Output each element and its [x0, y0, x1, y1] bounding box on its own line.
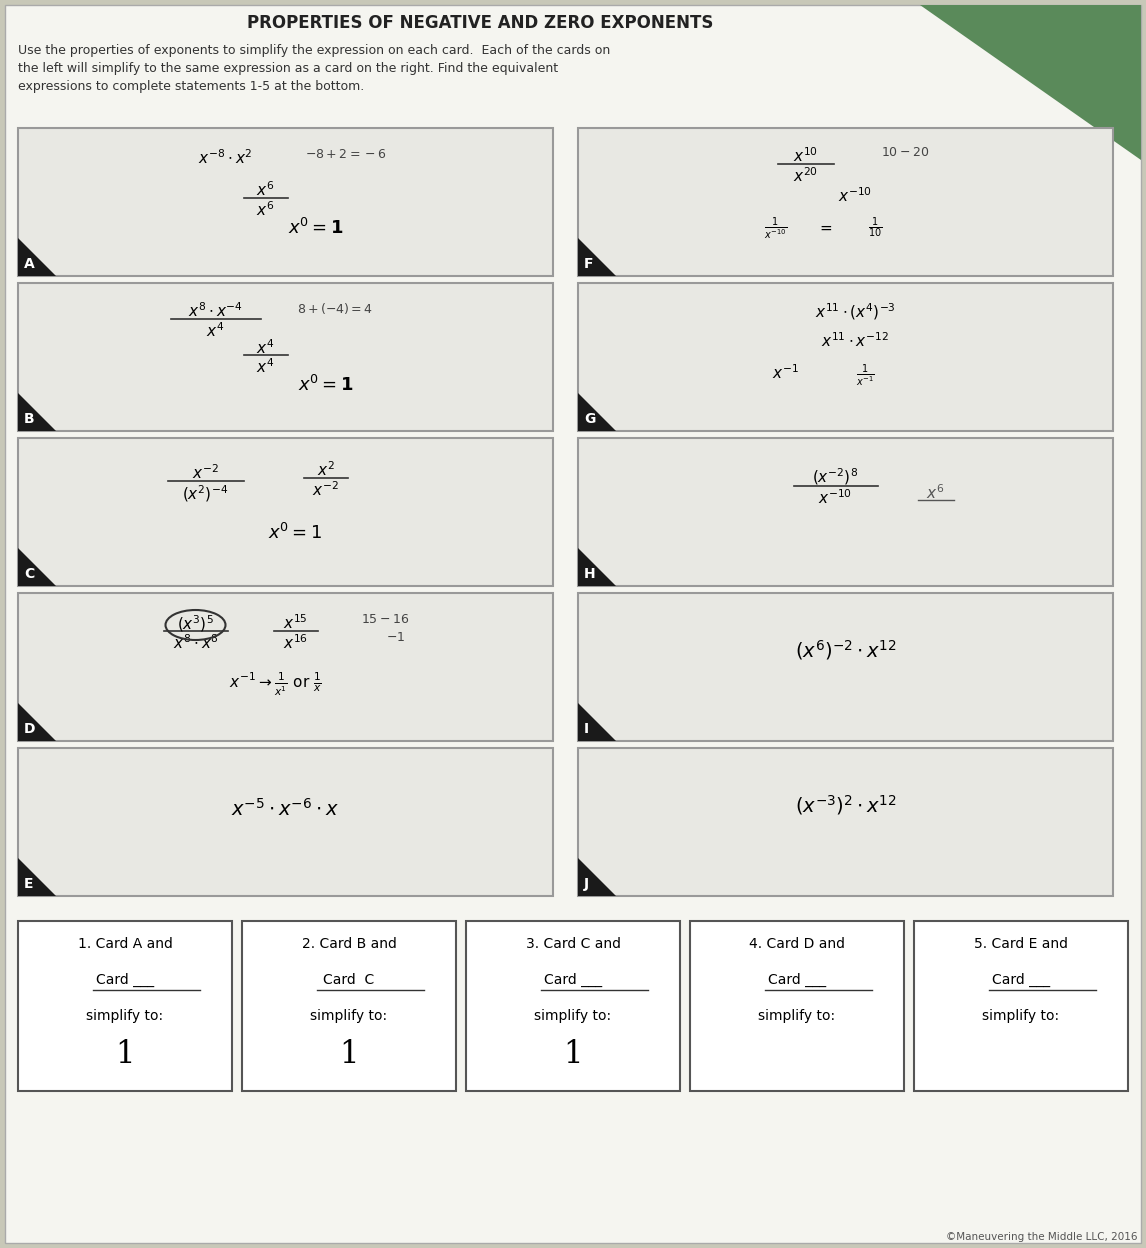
Text: $x^{-1}$: $x^{-1}$	[772, 363, 799, 382]
FancyBboxPatch shape	[5, 5, 1141, 1243]
Text: 1: 1	[563, 1040, 583, 1070]
Text: 4. Card D and: 4. Card D and	[749, 937, 845, 951]
Text: $x^{8} \cdot x^{8}$: $x^{8} \cdot x^{8}$	[173, 633, 219, 651]
Text: $x^{6}$: $x^{6}$	[257, 180, 275, 198]
Text: D: D	[24, 723, 36, 736]
FancyBboxPatch shape	[18, 129, 554, 276]
Text: 5. Card E and: 5. Card E and	[974, 937, 1068, 951]
Text: $15-16$: $15-16$	[361, 613, 409, 626]
Text: simplify to:: simplify to:	[311, 1008, 387, 1023]
Polygon shape	[578, 393, 617, 431]
Text: G: G	[584, 412, 596, 426]
Text: $x^{6}$: $x^{6}$	[926, 483, 944, 502]
FancyBboxPatch shape	[466, 921, 680, 1091]
Text: $\frac{1}{x^{-1}}$: $\frac{1}{x^{-1}}$	[856, 363, 874, 389]
Text: 2. Card B and: 2. Card B and	[301, 937, 397, 951]
Text: PROPERTIES OF NEGATIVE AND ZERO EXPONENTS: PROPERTIES OF NEGATIVE AND ZERO EXPONENT…	[246, 14, 713, 32]
Polygon shape	[578, 238, 617, 276]
FancyBboxPatch shape	[578, 748, 1113, 896]
Text: $x^{4}$: $x^{4}$	[257, 338, 275, 357]
Text: Use the properties of exponents to simplify the expression on each card.  Each o: Use the properties of exponents to simpl…	[18, 44, 611, 94]
Text: $x^{0} = 1$: $x^{0} = 1$	[268, 523, 323, 543]
Text: $8+(-4)=4$: $8+(-4)=4$	[298, 301, 374, 316]
Text: $x^{-1} \rightarrow \frac{1}{x^{1}}$ or $\frac{1}{x}$: $x^{-1} \rightarrow \frac{1}{x^{1}}$ or …	[229, 671, 322, 699]
Text: 1: 1	[339, 1040, 359, 1070]
Text: $x^{6}$: $x^{6}$	[257, 200, 275, 218]
Text: $\frac{1}{10}$: $\frac{1}{10}$	[869, 216, 882, 241]
Text: $x^{-2}$: $x^{-2}$	[312, 480, 339, 499]
Text: $10-20$: $10-20$	[881, 146, 929, 158]
Text: $x^{0} = \mathbf{1}$: $x^{0} = \mathbf{1}$	[298, 374, 353, 396]
Text: C: C	[24, 567, 34, 582]
Polygon shape	[18, 859, 56, 896]
Text: simplify to:: simplify to:	[86, 1008, 164, 1023]
FancyBboxPatch shape	[18, 593, 554, 741]
FancyBboxPatch shape	[578, 283, 1113, 431]
Text: $x^{16}$: $x^{16}$	[283, 633, 308, 651]
Text: A: A	[24, 257, 34, 271]
Polygon shape	[578, 859, 617, 896]
Text: $x^{-8} \cdot x^{2}$: $x^{-8} \cdot x^{2}$	[198, 149, 253, 167]
Text: $x^{-10}$: $x^{-10}$	[818, 488, 853, 507]
Text: H: H	[584, 567, 596, 582]
FancyBboxPatch shape	[18, 748, 554, 896]
Text: $x^{8} \cdot x^{-4}$: $x^{8} \cdot x^{-4}$	[188, 301, 243, 319]
Text: $x^{4}$: $x^{4}$	[206, 321, 225, 339]
FancyBboxPatch shape	[578, 129, 1113, 276]
FancyBboxPatch shape	[578, 438, 1113, 587]
Text: $-8+2=-6$: $-8+2=-6$	[305, 149, 386, 161]
Text: $=$: $=$	[817, 220, 833, 235]
Polygon shape	[18, 548, 56, 587]
Text: $x^{-5} \cdot x^{-6} \cdot x$: $x^{-5} \cdot x^{-6} \cdot x$	[231, 797, 339, 820]
Text: $x^{4}$: $x^{4}$	[257, 357, 275, 376]
Text: simplify to:: simplify to:	[534, 1008, 612, 1023]
Text: $x^{0} = \mathbf{1}$: $x^{0} = \mathbf{1}$	[288, 218, 344, 238]
Text: $x^{20}$: $x^{20}$	[793, 166, 818, 185]
Text: $x^{11} \cdot x^{-12}$: $x^{11} \cdot x^{-12}$	[822, 331, 889, 349]
FancyBboxPatch shape	[242, 921, 456, 1091]
FancyBboxPatch shape	[578, 593, 1113, 741]
Text: Card ___: Card ___	[96, 973, 154, 987]
Text: $x^{-2}$: $x^{-2}$	[193, 463, 219, 482]
Text: 1: 1	[116, 1040, 135, 1070]
FancyBboxPatch shape	[18, 283, 554, 431]
Text: $\frac{1}{x^{-10}}$: $\frac{1}{x^{-10}}$	[764, 216, 787, 242]
Text: $(x^{6})^{-2} \cdot x^{12}$: $(x^{6})^{-2} \cdot x^{12}$	[794, 638, 896, 661]
Text: Card ___: Card ___	[544, 973, 602, 987]
Text: 3. Card C and: 3. Card C and	[526, 937, 620, 951]
Text: J: J	[584, 877, 589, 891]
Polygon shape	[18, 393, 56, 431]
Polygon shape	[578, 703, 617, 741]
FancyBboxPatch shape	[690, 921, 904, 1091]
Text: B: B	[24, 412, 34, 426]
Text: $x^{15}$: $x^{15}$	[283, 613, 308, 631]
Text: $(x^{-2})^{8}$: $(x^{-2})^{8}$	[813, 466, 858, 487]
Polygon shape	[920, 5, 1141, 160]
Text: ©Maneuvering the Middle LLC, 2016: ©Maneuvering the Middle LLC, 2016	[947, 1232, 1138, 1242]
Text: simplify to:: simplify to:	[982, 1008, 1060, 1023]
FancyBboxPatch shape	[915, 921, 1128, 1091]
Text: $x^{11} \cdot (x^{4})^{-3}$: $x^{11} \cdot (x^{4})^{-3}$	[815, 301, 896, 322]
Text: $-1$: $-1$	[386, 631, 406, 644]
Polygon shape	[578, 548, 617, 587]
Text: 1. Card A and: 1. Card A and	[78, 937, 172, 951]
Text: $x^{10}$: $x^{10}$	[793, 146, 818, 165]
FancyBboxPatch shape	[18, 921, 231, 1091]
Text: $(x^{2})^{-4}$: $(x^{2})^{-4}$	[182, 483, 228, 504]
Text: F: F	[584, 257, 594, 271]
Text: I: I	[584, 723, 589, 736]
Text: E: E	[24, 877, 33, 891]
Text: $(x^{-3})^{2} \cdot x^{12}$: $(x^{-3})^{2} \cdot x^{12}$	[794, 792, 896, 817]
Text: Card ___: Card ___	[768, 973, 826, 987]
Polygon shape	[18, 238, 56, 276]
Polygon shape	[18, 703, 56, 741]
Text: Card  C: Card C	[323, 973, 375, 987]
Text: Card ___: Card ___	[992, 973, 1050, 987]
Text: $x^{2}$: $x^{2}$	[316, 461, 335, 479]
FancyBboxPatch shape	[18, 438, 554, 587]
Text: $x^{-10}$: $x^{-10}$	[839, 186, 872, 205]
Text: $(x^{3})^{5}$: $(x^{3})^{5}$	[178, 613, 214, 634]
Text: simplify to:: simplify to:	[759, 1008, 835, 1023]
